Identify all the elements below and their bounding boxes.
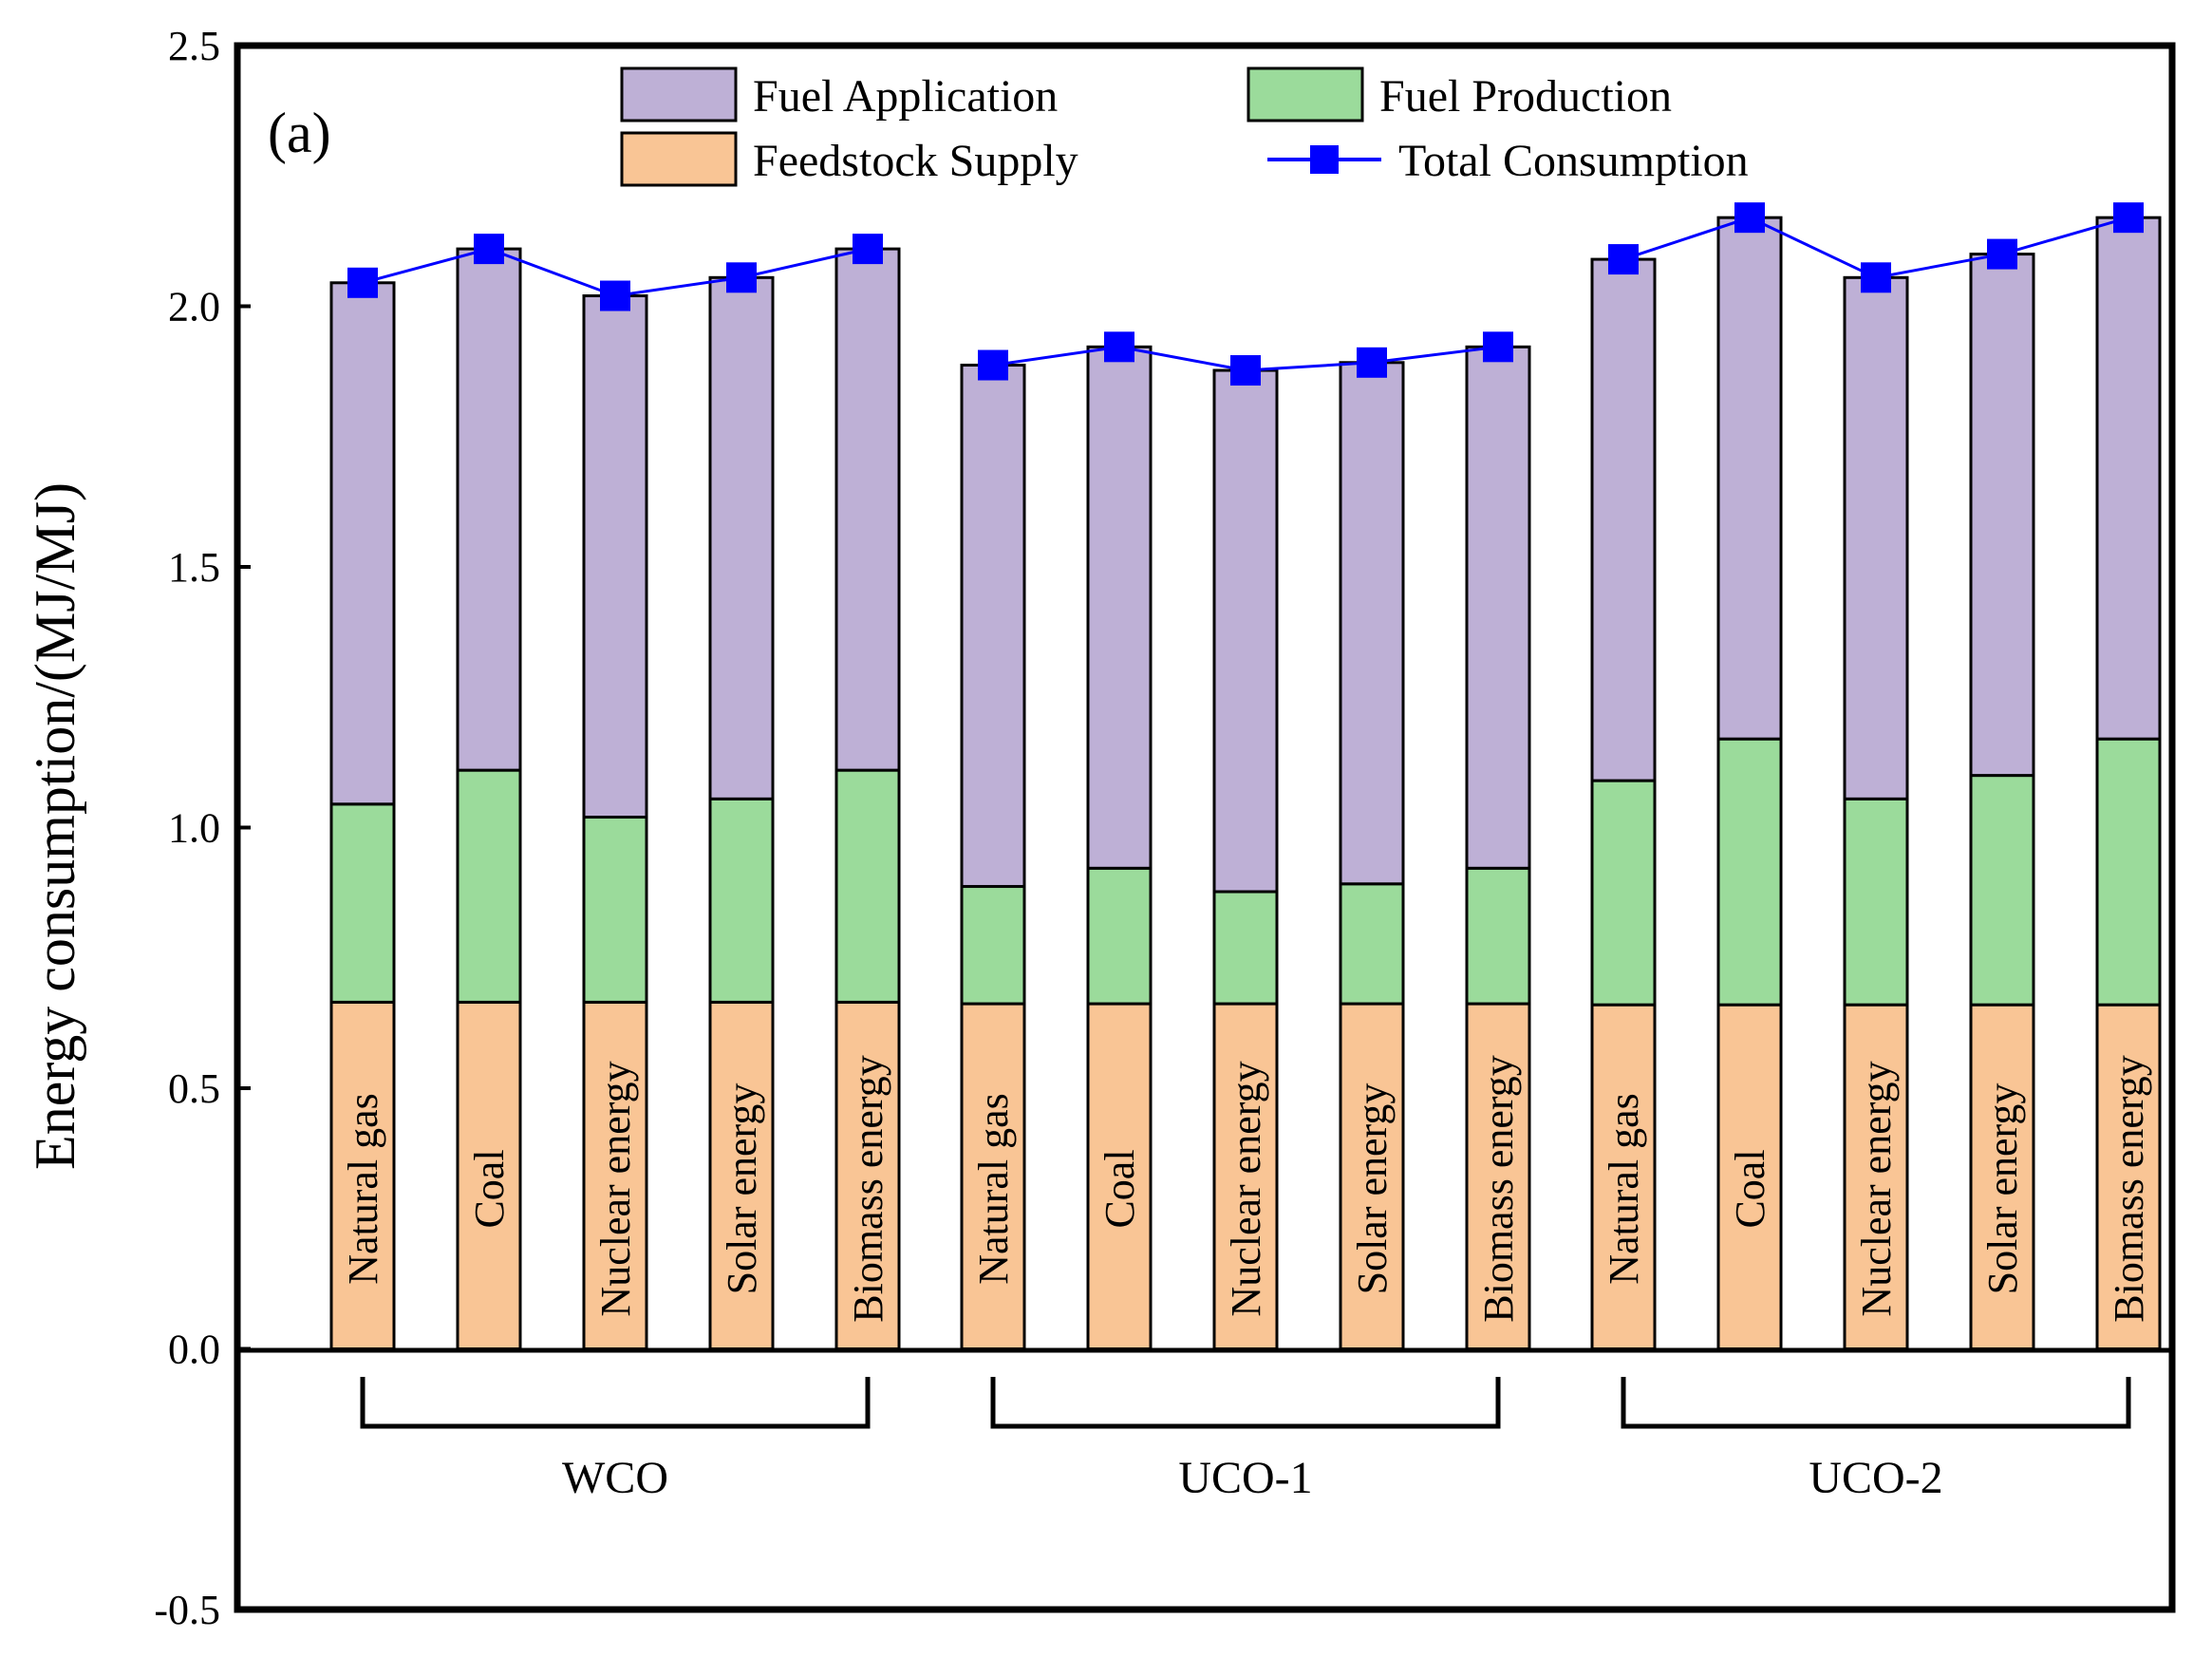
bar-segment-fuel-production — [329, 802, 396, 1004]
total-consumption-marker — [853, 234, 883, 265]
bar-segment-fuel-production — [1716, 737, 1783, 1007]
bar-segment-fuel-application — [1339, 361, 1405, 886]
y-axis-ticks: -0.5 0.0 0.5 1.0 1.5 2.0 2.5 — [154, 23, 251, 1633]
total-consumption-marker — [474, 234, 504, 265]
category-label: Biomass energy — [845, 1055, 891, 1323]
total-consumption-marker — [1483, 331, 1513, 363]
category-label: Solar energy — [1979, 1083, 2026, 1295]
category-label: Nuclear energy — [592, 1061, 639, 1316]
bars-layer — [329, 216, 2162, 1351]
category-label: Biomass energy — [2106, 1055, 2152, 1323]
bar-segment-feedstock-supply — [708, 1000, 775, 1351]
total-consumption-marker — [1104, 331, 1134, 363]
bar-segment-fuel-production — [960, 885, 1026, 1006]
bar-segment-feedstock-supply — [960, 1002, 1026, 1350]
bar-segment-fuel-application — [2095, 216, 2162, 741]
bar-segment-fuel-application — [1590, 257, 1657, 782]
bar-segment-fuel-production — [2095, 737, 2162, 1007]
y-tick-label: 2.0 — [168, 284, 220, 330]
legend-swatch-feedstock-supply — [620, 131, 738, 187]
category-label: Solar energy — [1349, 1083, 1396, 1295]
bar-segment-fuel-production — [708, 797, 775, 1004]
category-label: Nuclear energy — [1223, 1061, 1269, 1316]
group-brackets: WCO UCO-1 UCO-2 — [360, 1377, 2131, 1503]
y-axis-title: Energy consumption/(MJ/MJ) — [24, 482, 86, 1170]
legend: Fuel Application Fuel Production Feedsto… — [620, 66, 1749, 187]
bar-segment-fuel-application — [960, 364, 1026, 889]
bar-segment-feedstock-supply — [329, 1000, 396, 1351]
bar-segment-feedstock-supply — [1086, 1002, 1153, 1350]
y-tick-label: -0.5 — [154, 1587, 220, 1633]
group-bracket — [1621, 1377, 2131, 1429]
legend-label-fuel-production: Fuel Production — [1379, 71, 1672, 122]
bar-segment-fuel-production — [1212, 890, 1279, 1006]
bar-segment-fuel-production — [1969, 774, 2035, 1007]
bar-segment-fuel-application — [456, 247, 522, 772]
bar-segment-fuel-production — [456, 768, 522, 1004]
total-consumption-marker — [978, 349, 1008, 381]
legend-swatch-fuel-application — [620, 66, 738, 122]
group-bracket — [360, 1377, 871, 1429]
total-consumption-line-layer — [347, 202, 2144, 386]
bar-segment-fuel-application — [1465, 345, 1531, 870]
y-tick-label: 2.5 — [168, 23, 220, 69]
category-label: Natural gas — [1601, 1093, 1647, 1285]
category-label: Coal — [1727, 1149, 1773, 1228]
bar-segment-fuel-application — [582, 294, 648, 819]
bar-segment-fuel-production — [1086, 866, 1153, 1006]
y-tick-label: 0.0 — [168, 1327, 220, 1373]
bar-segment-fuel-application — [1843, 275, 1909, 800]
total-consumption-marker — [347, 267, 378, 298]
group-label: UCO-2 — [1809, 1453, 1942, 1503]
panel-label: (a) — [268, 102, 331, 164]
bar-segment-fuel-application — [834, 247, 901, 772]
category-label: Natural gas — [970, 1093, 1017, 1285]
bar-segment-fuel-production — [582, 816, 648, 1004]
category-labels-layer: Natural gas Coal Nuclear energy Solar energ… — [340, 1055, 2152, 1323]
total-consumption-marker — [1357, 347, 1387, 378]
category-label: Coal — [1097, 1149, 1143, 1228]
total-consumption-marker — [1734, 202, 1765, 234]
group-label: WCO — [562, 1453, 668, 1503]
total-consumption-marker — [2113, 202, 2144, 234]
bar-segment-fuel-application — [1716, 216, 1783, 741]
bar-segment-fuel-production — [1339, 882, 1405, 1006]
total-consumption-marker — [726, 262, 757, 293]
category-label: Solar energy — [719, 1083, 765, 1295]
total-consumption-marker — [600, 280, 630, 311]
y-tick-label: 1.0 — [168, 805, 220, 852]
y-tick-label: 1.5 — [168, 544, 220, 591]
total-consumption-marker — [1608, 244, 1639, 275]
category-label: Natural gas — [340, 1093, 386, 1285]
y-tick-label: 0.5 — [168, 1065, 220, 1112]
bar-segment-feedstock-supply — [456, 1000, 522, 1351]
category-label: Biomass energy — [1475, 1055, 1522, 1323]
legend-label-total-consumption: Total Consumption — [1398, 136, 1749, 186]
bar-segment-fuel-application — [329, 281, 396, 806]
bar-segment-fuel-production — [834, 768, 901, 1004]
legend-marker-total-consumption — [1310, 145, 1339, 174]
group-label: UCO-1 — [1178, 1453, 1312, 1503]
bar-segment-fuel-application — [1969, 253, 2035, 778]
category-label: Nuclear energy — [1853, 1061, 1900, 1316]
bar-segment-feedstock-supply — [1465, 1002, 1531, 1350]
group-bracket — [990, 1377, 1501, 1429]
bar-segment-fuel-application — [1212, 368, 1279, 894]
bar-segment-fuel-production — [1843, 797, 1909, 1007]
total-consumption-marker — [1861, 262, 1891, 293]
bar-segment-fuel-application — [708, 275, 775, 800]
total-consumption-marker — [1987, 238, 2017, 270]
total-consumption-marker — [1230, 355, 1261, 386]
bar-segment-fuel-production — [1590, 779, 1657, 1007]
bar-segment-fuel-application — [1086, 345, 1153, 870]
category-label: Coal — [466, 1149, 513, 1228]
bar-segment-fuel-production — [1465, 866, 1531, 1006]
legend-label-feedstock-supply: Feedstock Supply — [753, 136, 1078, 186]
legend-swatch-fuel-production — [1247, 66, 1364, 122]
legend-label-fuel-application: Fuel Application — [753, 71, 1058, 122]
